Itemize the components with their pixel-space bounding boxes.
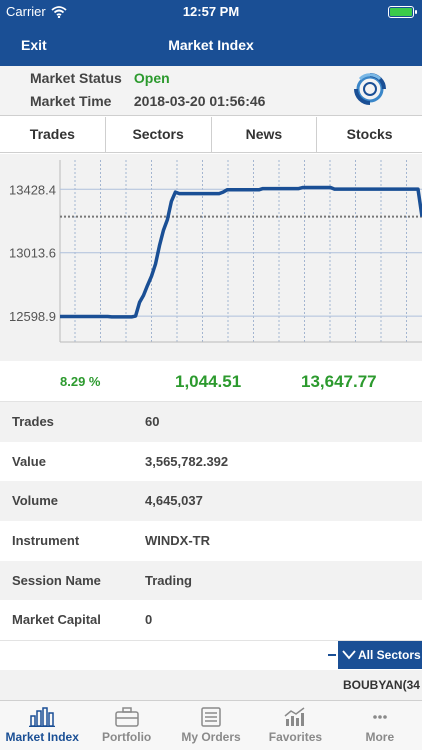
market-info-panel: Market Status Open Market Time 2018-03-2…: [0, 66, 422, 116]
tab-label: My Orders: [181, 730, 241, 744]
detail-row-volume: Volume 4,645,037: [0, 481, 422, 522]
tab-label: Favorites: [268, 730, 323, 744]
tab-portfolio[interactable]: Portfolio: [84, 701, 168, 750]
stock-ticker: BOUBYAN(34: [0, 670, 422, 700]
detail-label: Value: [12, 453, 46, 469]
detail-value: 60: [145, 414, 160, 429]
tab-label: Portfolio: [101, 730, 152, 744]
all-sectors-label: All Sectors: [358, 648, 421, 662]
index-chart-svg: 13428.4 13013.6 12598.9: [9, 160, 422, 343]
detail-label: Session Name: [12, 572, 101, 588]
tab-more[interactable]: More: [338, 701, 422, 750]
detail-value: 3,565,782.392: [145, 453, 229, 469]
tab-my-orders[interactable]: My Orders: [169, 701, 253, 750]
exchange-logo-icon: [354, 73, 386, 105]
sector-filter-bar: All Sectors: [0, 640, 422, 670]
tab-stocks[interactable]: Stocks: [346, 126, 393, 142]
page-title: Market Index: [168, 37, 254, 53]
tab-label: More: [365, 730, 395, 744]
more-dots-icon: [373, 715, 387, 719]
tab-market-index[interactable]: Market Index: [0, 701, 84, 750]
index-series-line: [60, 185, 422, 319]
status-bar: Carrier 12:57 PM: [0, 0, 422, 24]
chart-y-tick-label: 13013.6: [9, 246, 56, 261]
bottom-tab-bar: Market Index Portfolio My Orders Favorit…: [0, 700, 422, 750]
nav-bar: Exit Market Index: [0, 24, 422, 66]
detail-label: Trades: [12, 414, 54, 429]
status-time: 12:57 PM: [182, 4, 240, 19]
index-value: 13,647.77: [301, 372, 377, 391]
detail-row-trades: Trades 60: [0, 402, 422, 442]
exit-button[interactable]: Exit: [21, 37, 47, 53]
change-percent: 8.29 %: [60, 374, 101, 389]
chevron-down-icon: [342, 650, 356, 660]
carrier-info: Carrier: [6, 4, 67, 19]
detail-label: Market Capital: [12, 612, 101, 628]
chart-y-tick-label: 12598.9: [9, 309, 56, 324]
briefcase-icon: [114, 707, 139, 727]
market-time-label: Market Time: [30, 93, 112, 109]
tab-favorites[interactable]: Favorites: [253, 701, 337, 750]
detail-row-instrument: Instrument WINDX-TR: [0, 521, 422, 561]
favorites-chart-icon: [284, 707, 305, 726]
ticker-text: BOUBYAN(34: [343, 678, 420, 692]
wifi-icon: [51, 5, 67, 18]
section-tabs: Trades Sectors News Stocks: [0, 117, 422, 153]
detail-label: Volume: [12, 493, 58, 509]
tab-label: Market Index: [5, 730, 79, 744]
market-status-value: Open: [133, 70, 170, 86]
market-time-row: Market Time 2018-03-20 01:56:46: [30, 93, 265, 109]
detail-value: Trading: [145, 572, 192, 588]
market-status-label: Market Status: [30, 70, 122, 86]
bar-chart-icon: [29, 707, 56, 727]
detail-row-value: Value 3,565,782.392: [0, 442, 422, 482]
detail-value: WINDX-TR: [145, 533, 210, 549]
detail-label: Instrument: [12, 533, 80, 549]
market-time-value: 2018-03-20 01:56:46: [133, 93, 266, 109]
carrier-label: Carrier: [6, 4, 46, 19]
market-status-row: Market Status Open: [30, 70, 170, 86]
chart-y-tick-label: 13428.4: [9, 182, 56, 197]
sector-filter-divider: [328, 654, 336, 656]
battery-icon: [388, 6, 417, 18]
detail-value: 0: [145, 612, 153, 628]
all-sectors-dropdown[interactable]: All Sectors: [338, 641, 422, 669]
detail-value: 4,645,037: [145, 493, 203, 509]
orders-list-icon: [201, 707, 221, 727]
index-chart: 13428.4 13013.6 12598.9: [0, 154, 422, 361]
tab-trades[interactable]: Trades: [0, 117, 106, 152]
tab-news[interactable]: News: [212, 117, 318, 152]
change-value: 1,044.51: [175, 372, 242, 391]
detail-row-session: Session Name Trading: [0, 560, 422, 601]
tab-sectors[interactable]: Sectors: [106, 117, 212, 152]
detail-row-market-capital: Market Capital 0: [0, 600, 422, 640]
market-details: Trades 60 Value 3,565,782.392 Volume 4,6…: [0, 402, 422, 640]
index-summary: 8.29 % 1,044.51 13,647.77: [0, 362, 422, 402]
